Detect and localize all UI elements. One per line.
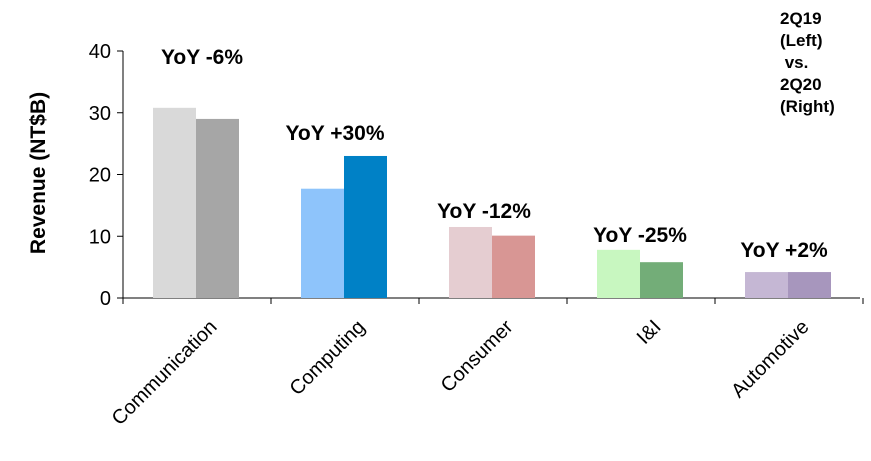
yoy-annotation: YoY -25% — [593, 224, 687, 247]
y-axis: 0 10 20 30 40 — [89, 41, 124, 310]
y-tick-label: 10 — [89, 226, 111, 248]
legend-line: vs. — [780, 53, 809, 72]
bar-2q20-computing — [344, 155, 387, 298]
bar-2q19-consumer — [449, 226, 492, 298]
yoy-annotation: YoY -12% — [437, 200, 531, 223]
bar-2q19-communication — [153, 107, 196, 298]
yoy-annotation: YoY +2% — [740, 239, 828, 262]
y-tick-label: 0 — [100, 288, 111, 310]
yoy-annotation: YoY -6% — [161, 46, 243, 69]
legend-line: 2Q20 — [780, 75, 822, 94]
x-tick-label: I&I — [633, 316, 666, 349]
x-tick-label: Automotive — [727, 316, 813, 402]
bar-2q20-i-i — [640, 262, 683, 298]
x-tick-label: Computing — [286, 316, 370, 400]
bars — [153, 107, 831, 298]
bar-2q19-automotive — [745, 272, 788, 298]
bar-2q20-consumer — [492, 235, 535, 298]
y-tick-label: 40 — [89, 41, 111, 63]
x-axis: Communication Computing Consumer I&I Automot… — [108, 297, 864, 430]
legend: 2Q19 (Left) vs. 2Q20 (Right) — [780, 8, 868, 118]
x-tick-label: Consumer — [437, 316, 518, 397]
x-tick-label: Communication — [108, 316, 222, 430]
bar-2q19-computing — [301, 188, 344, 298]
legend-line: 2Q19 — [780, 9, 822, 28]
annotations: YoY -6% YoY +30% YoY -12% YoY -25% YoY +2% — [161, 46, 828, 262]
legend-line: (Left) — [780, 31, 823, 50]
bar-2q20-communication — [196, 118, 239, 298]
y-tick-label: 20 — [89, 165, 111, 187]
bar-2q19-i-i — [597, 249, 640, 298]
bar-2q20-automotive — [788, 272, 831, 298]
legend-line: (Right) — [780, 97, 835, 116]
yoy-annotation: YoY +30% — [285, 122, 384, 145]
y-tick-label: 30 — [89, 103, 111, 125]
y-axis-label: Revenue (NT$B) — [27, 92, 50, 254]
